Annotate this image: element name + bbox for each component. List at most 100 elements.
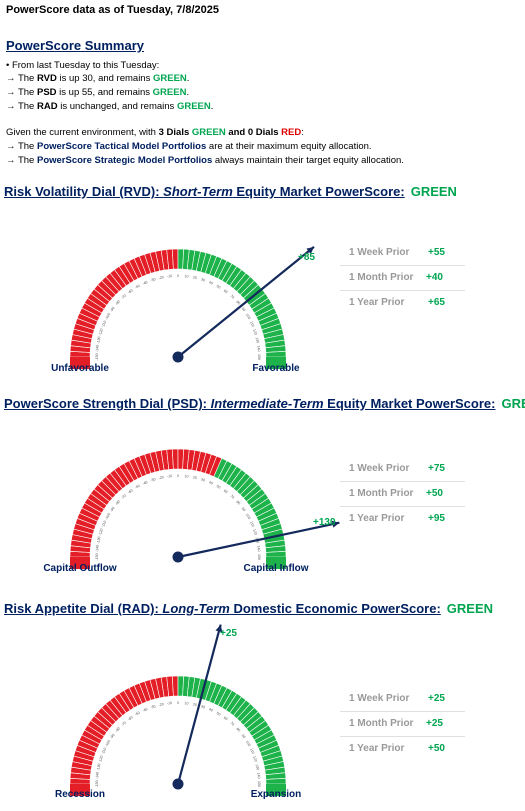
dial-tick-label: -110 xyxy=(101,747,107,755)
dial-tick-label: -80 xyxy=(115,499,121,506)
prior-value: +65 xyxy=(428,297,445,308)
dial-tick-label: 90 xyxy=(241,307,247,313)
dial-tick-label: -60 xyxy=(127,488,134,494)
dial-tick-label: 120 xyxy=(252,756,258,763)
dial-tick-label: -120 xyxy=(98,755,104,763)
dial-tick-label: 90 xyxy=(241,734,247,740)
dial-tick-label: -70 xyxy=(120,294,127,300)
dial-tick-label: -20 xyxy=(158,702,164,707)
dial-tick-label: 10 xyxy=(184,274,188,278)
dial-needle-arrowhead xyxy=(306,246,314,254)
dial-end-left xyxy=(70,357,90,369)
dial-tick-label: -40 xyxy=(142,280,148,286)
prior-value: +55 xyxy=(428,247,445,258)
dial-tick-label: 150 xyxy=(257,781,261,787)
dial-needle-value: +85 xyxy=(298,252,315,263)
dial-segment xyxy=(265,350,287,358)
prior-label: 1 Week Prior xyxy=(349,463,410,474)
dial-tick-label: -10 xyxy=(167,274,173,279)
dial-tick-label: -10 xyxy=(167,701,173,706)
dial-title-name: Risk Appetite Dial (RAD): xyxy=(4,601,163,616)
dial-right-label: Capital Inflow xyxy=(243,563,309,574)
dial-needle xyxy=(176,624,222,785)
dial-tick-label: -140 xyxy=(95,345,100,353)
dial-status: GREEN xyxy=(501,396,525,411)
prior-label: 1 Month Prior xyxy=(349,718,414,729)
dial-tick-label: 40 xyxy=(208,480,213,485)
dial-tick-label: -130 xyxy=(96,536,101,544)
dial-tick-label: 100 xyxy=(245,740,251,747)
dial-tick-label: -120 xyxy=(98,528,104,536)
dial-tick-label: -150 xyxy=(95,353,99,360)
dial-tick-label: -120 xyxy=(98,328,104,336)
dial-tick-label: -70 xyxy=(120,721,127,727)
dial-tick-label: -50 xyxy=(134,284,141,290)
dial-needle-value: +130 xyxy=(313,517,336,528)
dial-tick-label: 110 xyxy=(249,748,255,755)
prior-label: 1 Year Prior xyxy=(349,743,405,754)
prior-value: +50 xyxy=(426,488,443,499)
dial-tick-label: -10 xyxy=(167,474,173,479)
dial-tick-label: -130 xyxy=(96,336,101,344)
dial-title: Risk Appetite Dial (RAD): Long-Term Dome… xyxy=(4,601,493,616)
dial-tick-label: 140 xyxy=(256,772,261,778)
dial-tick-label: -150 xyxy=(95,553,99,560)
dial-right-label: Expansion xyxy=(250,789,302,800)
dial-title: Risk Volatility Dial (RVD): Short-Term E… xyxy=(4,184,457,199)
prior-label: 1 Week Prior xyxy=(349,693,410,704)
dial-tick-label: 130 xyxy=(255,337,260,344)
dial-needle-hub xyxy=(172,551,184,563)
dial-tick-label: -20 xyxy=(158,275,164,280)
prior-divider xyxy=(340,711,465,712)
prior-value: +75 xyxy=(428,463,445,474)
dial-tick-label: 10 xyxy=(184,701,188,705)
dial-tick-label: 100 xyxy=(245,513,251,520)
dial-right-label: Favorable xyxy=(252,363,300,374)
prior-label: 1 Year Prior xyxy=(349,513,405,524)
dial-tick-label: 30 xyxy=(200,277,205,282)
dial-needle-hub xyxy=(172,351,184,363)
summary-strategic: → The PowerScore Strategic Model Portfol… xyxy=(6,155,404,166)
dial-segment xyxy=(171,448,179,470)
dial-end-right xyxy=(266,784,286,796)
dial-segment xyxy=(265,550,287,558)
dial-tick-label: -30 xyxy=(150,277,156,282)
dial-end-right xyxy=(266,557,286,569)
dial-tick-label: 60 xyxy=(223,716,229,722)
dial-tick-label: 70 xyxy=(229,494,235,500)
dial-tick-label: -60 xyxy=(127,288,134,294)
dial-tick-label: 100 xyxy=(245,313,251,320)
dial-tick-label: -50 xyxy=(134,711,141,717)
dial-needle xyxy=(177,246,315,358)
prior-divider xyxy=(340,290,465,291)
prior-value: +25 xyxy=(428,693,445,704)
dial-tick-label: 20 xyxy=(192,275,197,280)
dial-needle-arrowhead xyxy=(215,624,223,633)
dial-tick-label: -30 xyxy=(150,477,156,482)
dial-tick-label: -50 xyxy=(134,484,141,490)
dial-tick-label: -80 xyxy=(115,726,121,733)
dial-needle-arrowhead xyxy=(331,520,340,528)
dial-title-term: Long-Term xyxy=(162,601,230,616)
dial-title-rest: Equity Market PowerScore: xyxy=(323,396,496,411)
summary-intro: • From last Tuesday to this Tuesday: xyxy=(6,60,160,71)
summary-tactical: → The PowerScore Tactical Model Portfoli… xyxy=(6,141,372,152)
dial-tick-label: 130 xyxy=(255,764,260,771)
dial-tick-label: 40 xyxy=(208,707,213,712)
dial-tick-label: 60 xyxy=(223,489,229,495)
dial-tick-label: 140 xyxy=(256,545,261,551)
dial-needle-hub xyxy=(172,778,184,790)
report-header: PowerScore data as of Tuesday, 7/8/2025 xyxy=(6,4,219,16)
dial-tick-label: -20 xyxy=(158,475,164,480)
prior-divider xyxy=(340,506,465,507)
dial-tick-label: -80 xyxy=(115,299,121,306)
dial-tick-label: -140 xyxy=(95,545,100,553)
dial-tick-label: 50 xyxy=(216,484,221,489)
dial-tick-label: 70 xyxy=(229,294,235,300)
dial-tick-label: 50 xyxy=(216,284,221,289)
dial-left-label: Capital Outflow xyxy=(43,563,117,574)
dial-tick-label: 20 xyxy=(192,702,197,707)
dial-tick-label: -100 xyxy=(104,512,111,520)
summary-rad-line: → The RAD is unchanged, and remains GREE… xyxy=(6,101,214,112)
dial-tick-label: 150 xyxy=(257,354,261,360)
